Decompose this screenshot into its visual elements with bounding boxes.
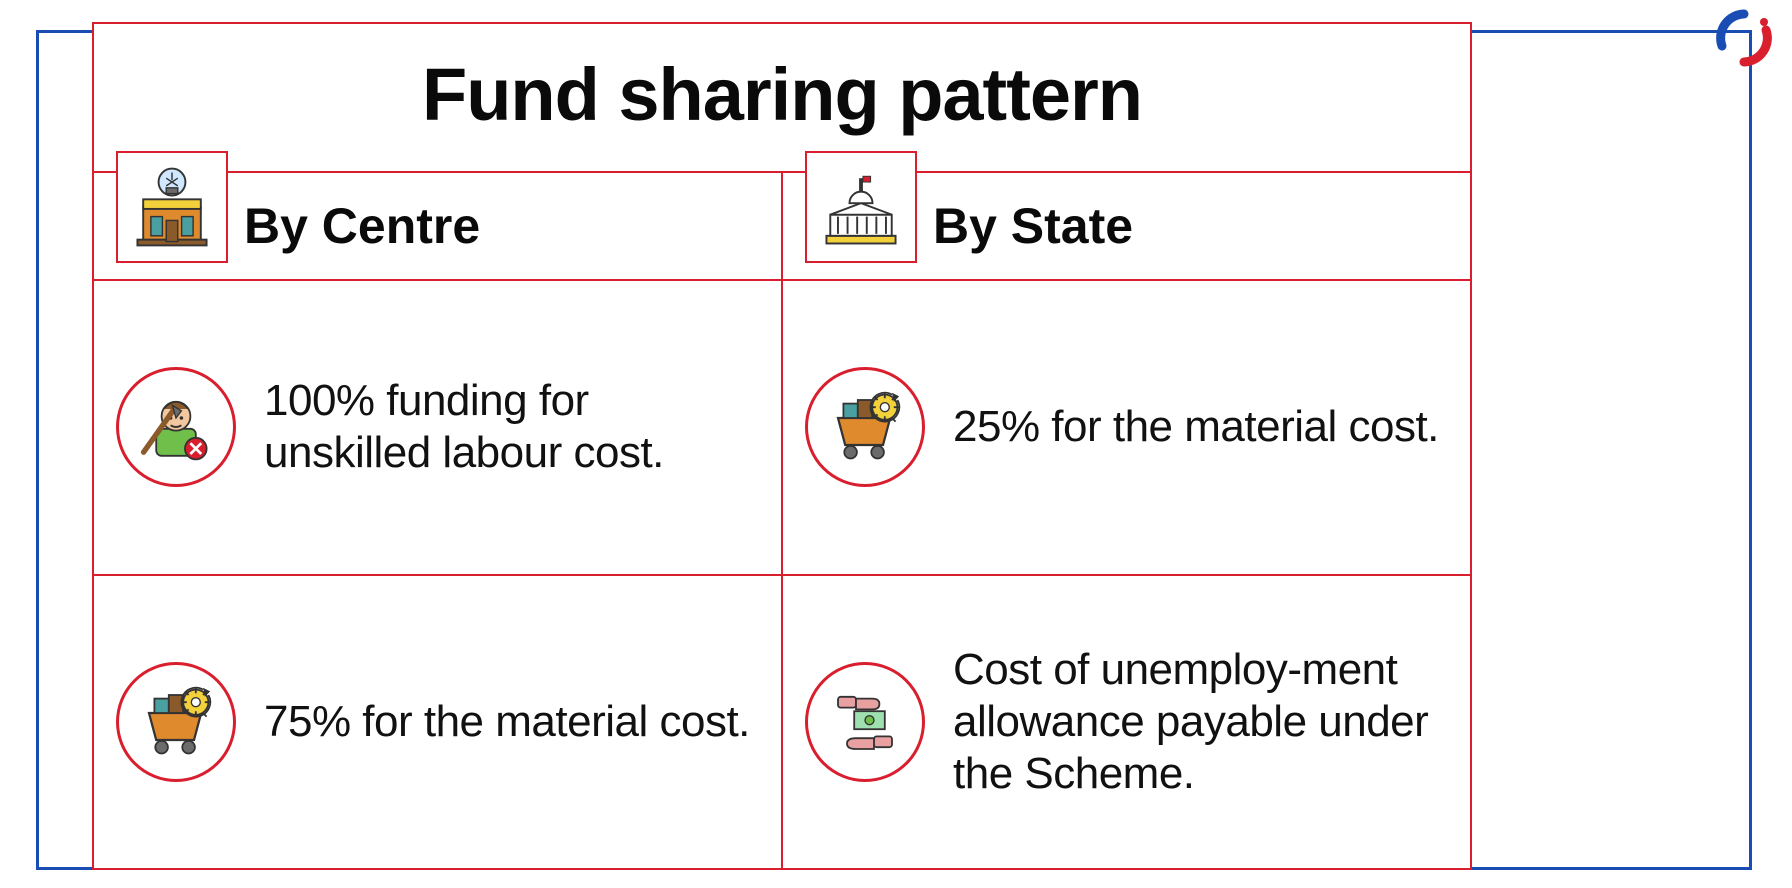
brand-logo	[1714, 8, 1774, 68]
worker-icon	[116, 367, 236, 487]
state-row-1-text: 25% for the material cost.	[953, 401, 1439, 453]
header-state-label: By State	[933, 197, 1133, 255]
state-row-2-text: Cost of unemploy-ment allowance payable …	[953, 644, 1442, 800]
state-row-2: Cost of unemploy-ment allowance payable …	[783, 574, 1470, 869]
header-row: By Centre B	[94, 173, 1470, 281]
table-title: Fund sharing pattern	[104, 52, 1460, 137]
cart-icon-2	[805, 367, 925, 487]
header-centre-label: By Centre	[244, 197, 480, 255]
centre-row-1: 100% funding for unskilled labour cost.	[94, 281, 781, 574]
centre-building-icon	[116, 151, 228, 263]
centre-row-1-text: 100% funding for unskilled labour cost.	[264, 375, 753, 479]
state-column: 25% for the material cost.	[783, 281, 1470, 868]
header-state: By State	[783, 173, 1470, 279]
centre-row-2-text: 75% for the material cost.	[264, 696, 750, 748]
centre-column: 100% funding for unskilled labour cost.	[94, 281, 783, 868]
title-row: Fund sharing pattern	[94, 24, 1470, 173]
fund-sharing-table: Fund sharing pattern By Centre	[92, 22, 1472, 870]
state-capitol-icon	[805, 151, 917, 263]
centre-row-2: 75% for the material cost.	[94, 574, 781, 869]
state-row-1: 25% for the material cost.	[783, 281, 1470, 574]
header-centre: By Centre	[94, 173, 783, 279]
cart-icon	[116, 662, 236, 782]
body-rows: 100% funding for unskilled labour cost.	[94, 281, 1470, 868]
hands-money-icon	[805, 662, 925, 782]
